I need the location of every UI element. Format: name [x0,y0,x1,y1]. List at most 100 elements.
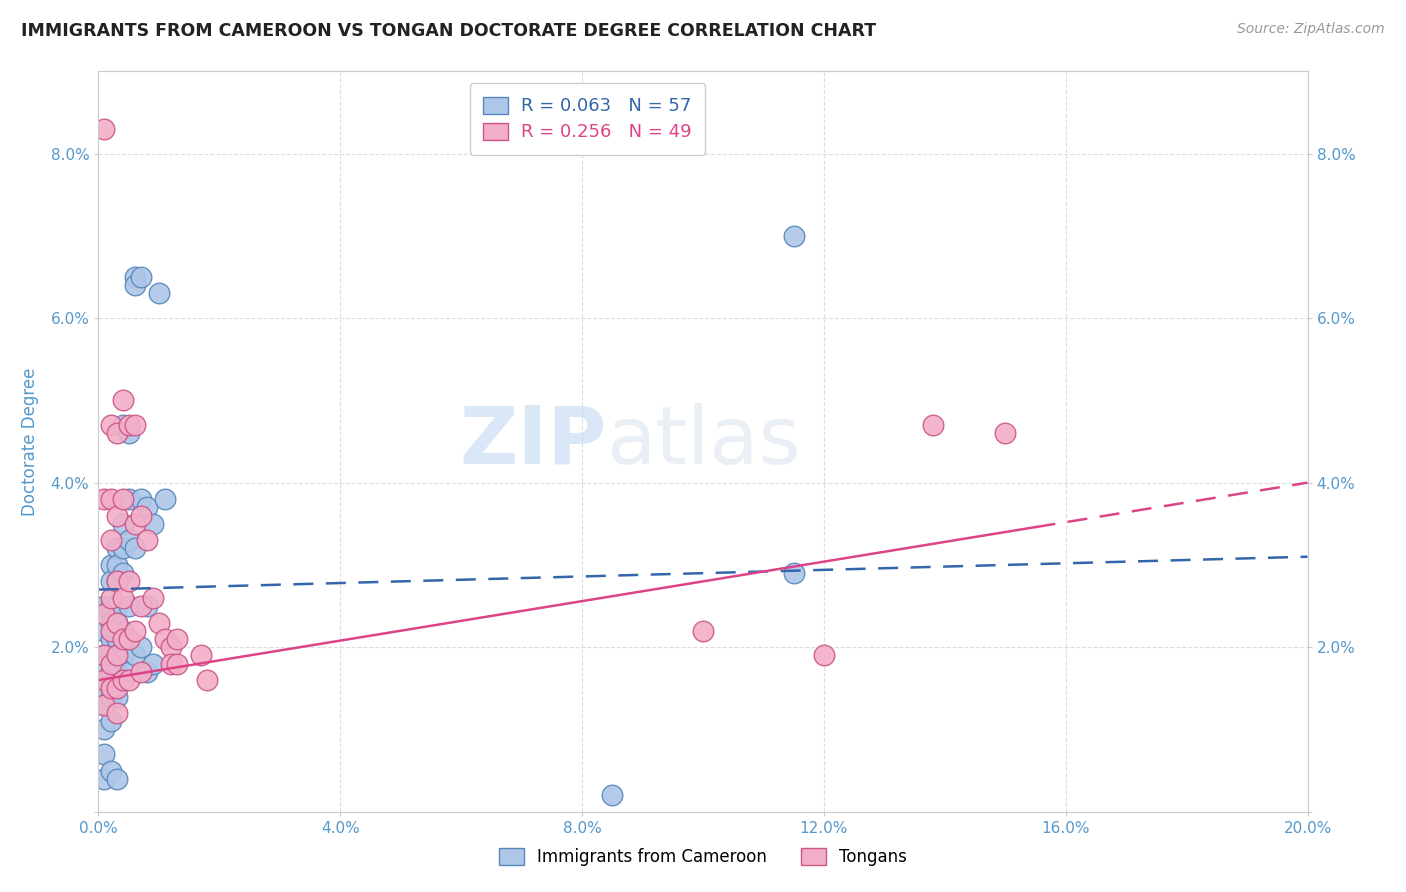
Point [124,418,146,433]
Point [93,723,115,737]
Point [105,772,128,786]
Point [190,648,212,663]
Point [111,492,134,507]
Point [118,673,141,687]
Point [142,657,165,671]
Point [129,508,152,523]
Point [111,541,134,556]
Point [111,418,134,433]
Point [129,270,152,285]
Point [118,418,141,433]
Point [195,673,218,687]
Point [111,591,134,605]
Point [160,640,183,655]
Point [135,533,157,548]
Point [111,648,134,663]
Point [105,681,128,696]
Point [105,599,128,613]
Point [118,665,141,679]
Point [105,690,128,704]
Point [93,698,115,712]
Point [129,640,152,655]
Point [93,665,115,679]
Text: Source: ZipAtlas.com: Source: ZipAtlas.com [1237,22,1385,37]
Point [148,615,170,630]
Point [105,665,128,679]
Point [100,418,122,433]
Point [100,764,122,778]
Point [105,574,128,589]
Point [93,747,115,761]
Point [105,648,128,663]
Point [100,615,122,630]
Point [100,632,122,646]
Point [105,648,128,663]
Point [692,624,714,638]
Point [994,426,1017,441]
Point [105,541,128,556]
Y-axis label: Doctorate Degree: Doctorate Degree [21,368,39,516]
Point [129,599,152,613]
Point [142,516,165,531]
Text: ZIP: ZIP [458,402,606,481]
Point [93,681,115,696]
Point [153,492,176,507]
Point [100,624,122,638]
Point [100,690,122,704]
Point [135,599,157,613]
Point [921,418,943,433]
Point [100,591,122,605]
Point [111,393,134,408]
Point [166,632,188,646]
Point [100,599,122,613]
Point [124,278,146,293]
Point [93,648,115,663]
Point [105,508,128,523]
Point [118,632,141,646]
Point [118,492,141,507]
Point [129,665,152,679]
Point [160,657,183,671]
Point [100,492,122,507]
Point [100,657,122,671]
Text: IMMIGRANTS FROM CAMEROON VS TONGAN DOCTORATE DEGREE CORRELATION CHART: IMMIGRANTS FROM CAMEROON VS TONGAN DOCTO… [21,22,876,40]
Point [111,673,134,687]
Point [783,228,806,243]
Point [124,648,146,663]
Point [100,714,122,729]
Point [129,492,152,507]
Point [100,648,122,663]
Point [135,500,157,515]
Point [105,632,128,646]
Point [93,698,115,712]
Point [93,607,115,622]
Point [100,681,122,696]
Point [93,492,115,507]
Point [100,558,122,572]
Point [105,706,128,720]
Point [93,122,115,136]
Point [100,574,122,589]
Point [124,624,146,638]
Point [93,772,115,786]
Point [111,632,134,646]
Point [93,673,115,687]
Point [118,533,141,548]
Legend: Immigrants from Cameroon, Tongans: Immigrants from Cameroon, Tongans [492,841,914,873]
Point [124,270,146,285]
Point [111,566,134,581]
Point [783,566,806,581]
Point [602,789,624,803]
Point [153,632,176,646]
Point [142,591,165,605]
Point [93,599,115,613]
Text: atlas: atlas [606,402,800,481]
Point [813,648,835,663]
Point [148,286,170,301]
Point [93,648,115,663]
Point [124,516,146,531]
Point [100,533,122,548]
Point [118,599,141,613]
Point [166,657,188,671]
Point [105,615,128,630]
